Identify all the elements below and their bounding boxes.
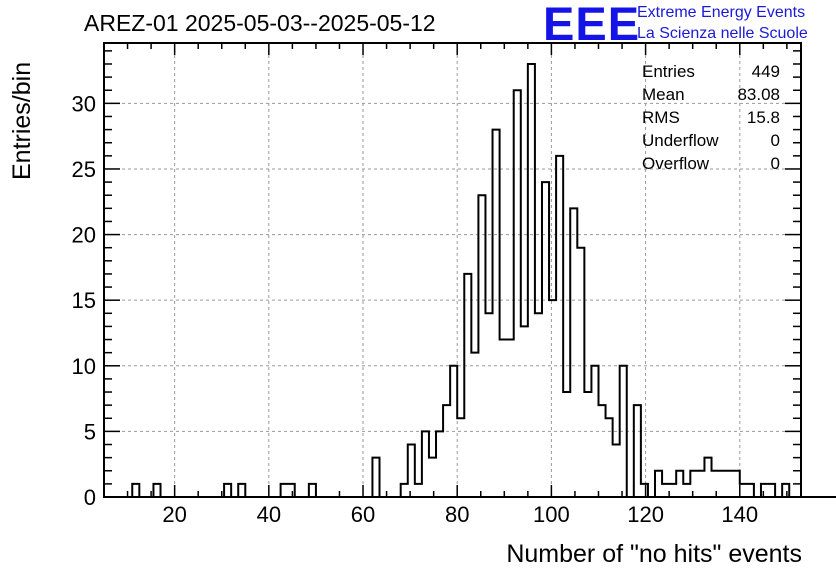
histogram-bin bbox=[782, 484, 789, 497]
stats-value: 0 bbox=[770, 154, 780, 173]
stats-row-underflow: Underflow 0 bbox=[642, 129, 780, 152]
histogram-bin bbox=[641, 484, 648, 497]
histogram-bin bbox=[528, 64, 535, 497]
histogram-bin bbox=[401, 484, 408, 497]
x-tick-label: 100 bbox=[533, 502, 570, 527]
eee-logo: EEE bbox=[543, 0, 641, 50]
histogram-bin bbox=[620, 366, 627, 497]
histogram-bin bbox=[606, 418, 613, 497]
histogram-bin bbox=[598, 405, 605, 497]
histogram-bin bbox=[507, 340, 514, 497]
histogram-bin bbox=[422, 431, 429, 497]
histogram-bin bbox=[719, 471, 726, 497]
histogram-bin bbox=[563, 392, 570, 497]
histogram-bin bbox=[676, 471, 683, 497]
x-tick-label: 120 bbox=[627, 502, 664, 527]
x-axis-label: Number of "no hits" events bbox=[506, 540, 802, 568]
histogram-bin bbox=[457, 418, 464, 497]
stats-label: Entries bbox=[642, 62, 695, 81]
histogram-bin bbox=[655, 471, 662, 497]
stats-value: 449 bbox=[751, 62, 780, 81]
y-tick-label: 5 bbox=[84, 419, 96, 444]
stats-value: 0 bbox=[770, 131, 780, 150]
histogram-bin bbox=[761, 484, 768, 497]
y-tick-label: 15 bbox=[72, 288, 96, 313]
histogram-bin bbox=[493, 130, 500, 497]
histogram-bin bbox=[443, 405, 450, 497]
histogram-bin bbox=[704, 458, 711, 497]
histogram-bin bbox=[662, 484, 669, 497]
histogram-bin bbox=[372, 458, 379, 497]
histogram-bin bbox=[281, 484, 288, 497]
histogram-bin bbox=[132, 484, 139, 497]
histogram-bin bbox=[429, 458, 436, 497]
logo-caption-line2: La Scienza nelle Scuole bbox=[637, 25, 808, 42]
y-tick-label: 10 bbox=[72, 354, 96, 379]
stats-row-entries: Entries 449 bbox=[642, 60, 780, 83]
histogram-bin bbox=[535, 313, 542, 497]
histogram-bin bbox=[464, 274, 471, 497]
stats-row-overflow: Overflow 0 bbox=[642, 152, 780, 175]
histogram-bin bbox=[747, 484, 754, 497]
histogram-bin bbox=[733, 471, 740, 497]
histogram-bin bbox=[436, 431, 443, 497]
stats-box: Entries 449 Mean 83.08 RMS 15.8 Underflo… bbox=[642, 60, 780, 175]
histogram-bin bbox=[500, 340, 507, 497]
histogram-bin bbox=[712, 471, 719, 497]
stats-row-mean: Mean 83.08 bbox=[642, 83, 780, 106]
histogram-bin bbox=[768, 484, 775, 497]
histogram-bin bbox=[726, 471, 733, 497]
histogram-bin bbox=[238, 484, 245, 497]
histogram-bin bbox=[577, 248, 584, 497]
histogram-bin bbox=[584, 392, 591, 497]
x-tick-label: 60 bbox=[351, 502, 375, 527]
x-tick-label: 40 bbox=[257, 502, 281, 527]
x-tick-label: 80 bbox=[445, 502, 469, 527]
histogram-bin bbox=[415, 484, 422, 497]
histogram-bin bbox=[683, 484, 690, 497]
chart-title: AREZ-01 2025-05-03--2025-05-12 bbox=[84, 10, 436, 36]
histogram-bin bbox=[591, 366, 598, 497]
x-tick-label: 20 bbox=[162, 502, 186, 527]
histogram-bin bbox=[153, 484, 160, 497]
y-tick-label: 20 bbox=[72, 223, 96, 248]
histogram-bin bbox=[556, 156, 563, 497]
histogram-bin bbox=[478, 195, 485, 497]
stats-label: Mean bbox=[642, 85, 685, 104]
y-tick-label: 30 bbox=[72, 91, 96, 116]
stats-row-rms: RMS 15.8 bbox=[642, 106, 780, 129]
histogram-bin bbox=[521, 326, 528, 497]
histogram-bin bbox=[690, 471, 697, 497]
stats-label: Overflow bbox=[642, 154, 710, 173]
histogram-bin bbox=[485, 313, 492, 497]
histogram-bin bbox=[471, 353, 478, 497]
y-tick-label: 25 bbox=[72, 157, 96, 182]
histogram-bin bbox=[549, 300, 556, 497]
histogram-bin bbox=[634, 405, 641, 497]
histogram-bin bbox=[514, 90, 521, 497]
histogram-bin bbox=[613, 445, 620, 497]
stats-value: 83.08 bbox=[737, 85, 780, 104]
histogram-bin bbox=[288, 484, 295, 497]
logo-caption-line1: Extreme Energy Events bbox=[637, 4, 806, 21]
y-tick-label: 0 bbox=[84, 485, 96, 510]
plot-frame bbox=[103, 42, 802, 498]
histogram-bin bbox=[740, 484, 747, 497]
histogram-bin bbox=[542, 182, 549, 497]
stats-label: Underflow bbox=[642, 131, 719, 150]
histogram-bin bbox=[697, 471, 704, 497]
histogram-bin bbox=[224, 484, 231, 497]
histogram-bin bbox=[408, 445, 415, 497]
histogram-bin bbox=[669, 484, 676, 497]
stats-label: RMS bbox=[642, 108, 680, 127]
histogram-bin bbox=[450, 366, 457, 497]
y-axis-label: Entries/bin bbox=[8, 61, 36, 180]
x-tick-label: 140 bbox=[721, 502, 758, 527]
histogram-bin bbox=[570, 208, 577, 497]
histogram-bin bbox=[309, 484, 316, 497]
stats-value: 15.8 bbox=[746, 108, 780, 127]
